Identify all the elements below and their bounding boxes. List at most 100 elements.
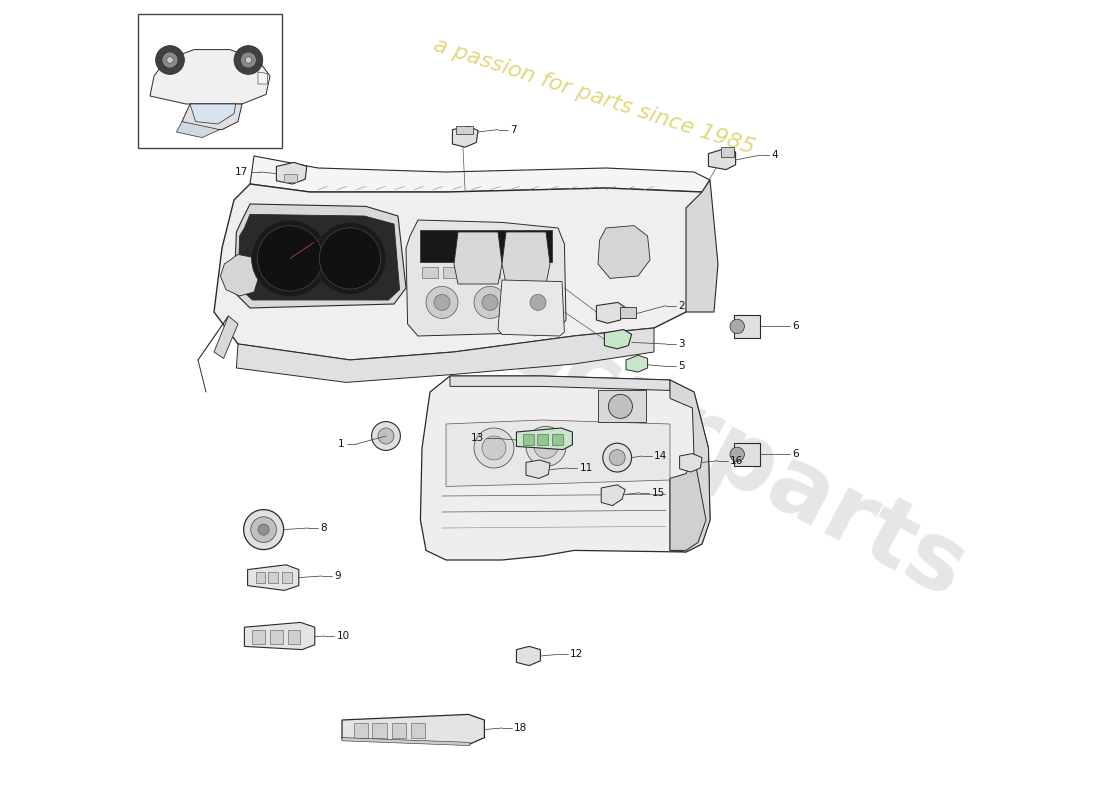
Circle shape bbox=[730, 319, 745, 334]
Circle shape bbox=[534, 434, 558, 458]
Circle shape bbox=[234, 46, 263, 74]
Bar bbox=[505, 267, 521, 278]
Bar bbox=[551, 434, 563, 445]
Circle shape bbox=[162, 52, 178, 68]
Polygon shape bbox=[342, 714, 484, 744]
Bar bbox=[268, 572, 278, 583]
Circle shape bbox=[603, 443, 631, 472]
Circle shape bbox=[522, 286, 554, 318]
Polygon shape bbox=[214, 184, 702, 360]
Circle shape bbox=[609, 450, 625, 466]
Circle shape bbox=[426, 286, 458, 318]
Text: a passion for parts since 1985: a passion for parts since 1985 bbox=[431, 34, 757, 158]
Text: 7: 7 bbox=[510, 125, 517, 134]
Polygon shape bbox=[236, 328, 654, 382]
Polygon shape bbox=[182, 104, 242, 130]
Circle shape bbox=[257, 226, 322, 291]
Polygon shape bbox=[680, 454, 702, 472]
Text: 10: 10 bbox=[337, 631, 350, 641]
Polygon shape bbox=[244, 622, 315, 650]
Bar bbox=[252, 630, 265, 644]
Text: 18: 18 bbox=[514, 723, 527, 733]
Polygon shape bbox=[516, 428, 572, 450]
Polygon shape bbox=[686, 180, 718, 312]
Circle shape bbox=[474, 286, 506, 318]
Polygon shape bbox=[276, 162, 307, 184]
Text: 17: 17 bbox=[235, 167, 249, 177]
Bar bbox=[734, 315, 760, 338]
Polygon shape bbox=[526, 460, 550, 478]
Text: 15: 15 bbox=[651, 488, 664, 498]
Polygon shape bbox=[604, 330, 631, 349]
Polygon shape bbox=[446, 420, 670, 486]
Polygon shape bbox=[452, 126, 478, 147]
Bar bbox=[270, 630, 283, 644]
Text: 16: 16 bbox=[730, 456, 744, 466]
Bar bbox=[526, 267, 542, 278]
Bar bbox=[373, 723, 387, 738]
Circle shape bbox=[252, 220, 329, 297]
Circle shape bbox=[155, 46, 185, 74]
Polygon shape bbox=[598, 226, 650, 278]
Polygon shape bbox=[238, 214, 399, 300]
Polygon shape bbox=[670, 456, 706, 550]
Circle shape bbox=[474, 428, 514, 468]
Text: 5: 5 bbox=[678, 362, 684, 371]
Bar bbox=[285, 174, 297, 182]
Text: 9: 9 bbox=[334, 571, 341, 581]
Circle shape bbox=[319, 228, 381, 289]
Circle shape bbox=[241, 52, 256, 68]
Bar bbox=[598, 390, 646, 422]
Text: 6: 6 bbox=[792, 322, 799, 331]
Bar bbox=[463, 267, 480, 278]
Bar bbox=[620, 307, 637, 318]
Text: eurocarparts: eurocarparts bbox=[330, 214, 981, 618]
Bar bbox=[722, 147, 734, 157]
Text: 1: 1 bbox=[338, 439, 344, 449]
Circle shape bbox=[526, 426, 566, 466]
Circle shape bbox=[314, 222, 386, 294]
Polygon shape bbox=[502, 232, 550, 284]
Bar bbox=[420, 230, 552, 262]
Circle shape bbox=[372, 422, 400, 450]
Text: 13: 13 bbox=[471, 434, 484, 443]
Bar bbox=[410, 723, 426, 738]
Bar bbox=[287, 630, 300, 644]
Polygon shape bbox=[626, 355, 648, 372]
Text: 11: 11 bbox=[580, 463, 593, 473]
Polygon shape bbox=[234, 204, 406, 308]
Bar bbox=[455, 126, 473, 134]
Text: 4: 4 bbox=[771, 150, 778, 160]
Text: 2: 2 bbox=[678, 301, 684, 310]
Polygon shape bbox=[214, 316, 238, 358]
Text: 3: 3 bbox=[678, 339, 684, 349]
Text: 6: 6 bbox=[792, 450, 799, 459]
Bar bbox=[392, 723, 406, 738]
Polygon shape bbox=[250, 156, 710, 192]
Bar bbox=[484, 267, 500, 278]
Circle shape bbox=[243, 510, 284, 550]
Polygon shape bbox=[248, 565, 299, 590]
Polygon shape bbox=[602, 485, 625, 506]
Polygon shape bbox=[342, 738, 470, 746]
Bar bbox=[354, 723, 368, 738]
Circle shape bbox=[608, 394, 632, 418]
Polygon shape bbox=[596, 302, 626, 323]
Text: 8: 8 bbox=[320, 523, 327, 533]
Polygon shape bbox=[176, 122, 220, 138]
Circle shape bbox=[530, 294, 546, 310]
Circle shape bbox=[730, 447, 745, 462]
Polygon shape bbox=[498, 280, 564, 336]
Circle shape bbox=[258, 524, 270, 535]
Polygon shape bbox=[190, 104, 235, 124]
Circle shape bbox=[378, 428, 394, 444]
Polygon shape bbox=[220, 254, 261, 296]
Circle shape bbox=[482, 436, 506, 460]
Polygon shape bbox=[450, 376, 670, 390]
Polygon shape bbox=[516, 646, 540, 666]
Bar bbox=[282, 572, 292, 583]
Polygon shape bbox=[454, 232, 502, 284]
Polygon shape bbox=[406, 220, 566, 336]
Text: 14: 14 bbox=[654, 451, 668, 461]
Polygon shape bbox=[420, 376, 710, 560]
